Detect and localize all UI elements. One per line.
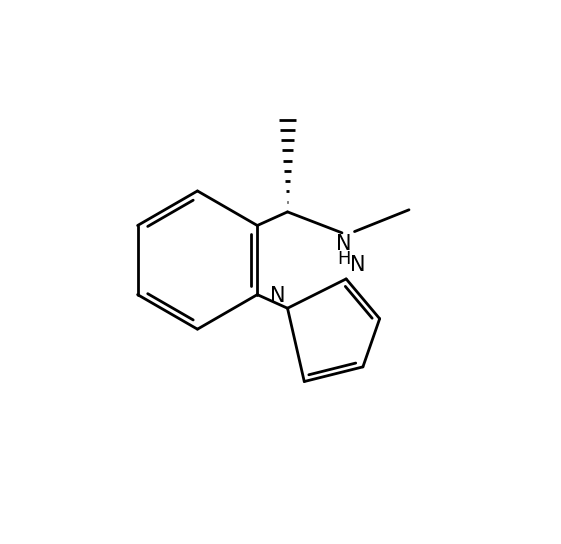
Text: H: H bbox=[337, 250, 351, 268]
Text: N: N bbox=[336, 234, 352, 254]
Text: N: N bbox=[270, 286, 286, 306]
Text: N: N bbox=[350, 255, 366, 275]
